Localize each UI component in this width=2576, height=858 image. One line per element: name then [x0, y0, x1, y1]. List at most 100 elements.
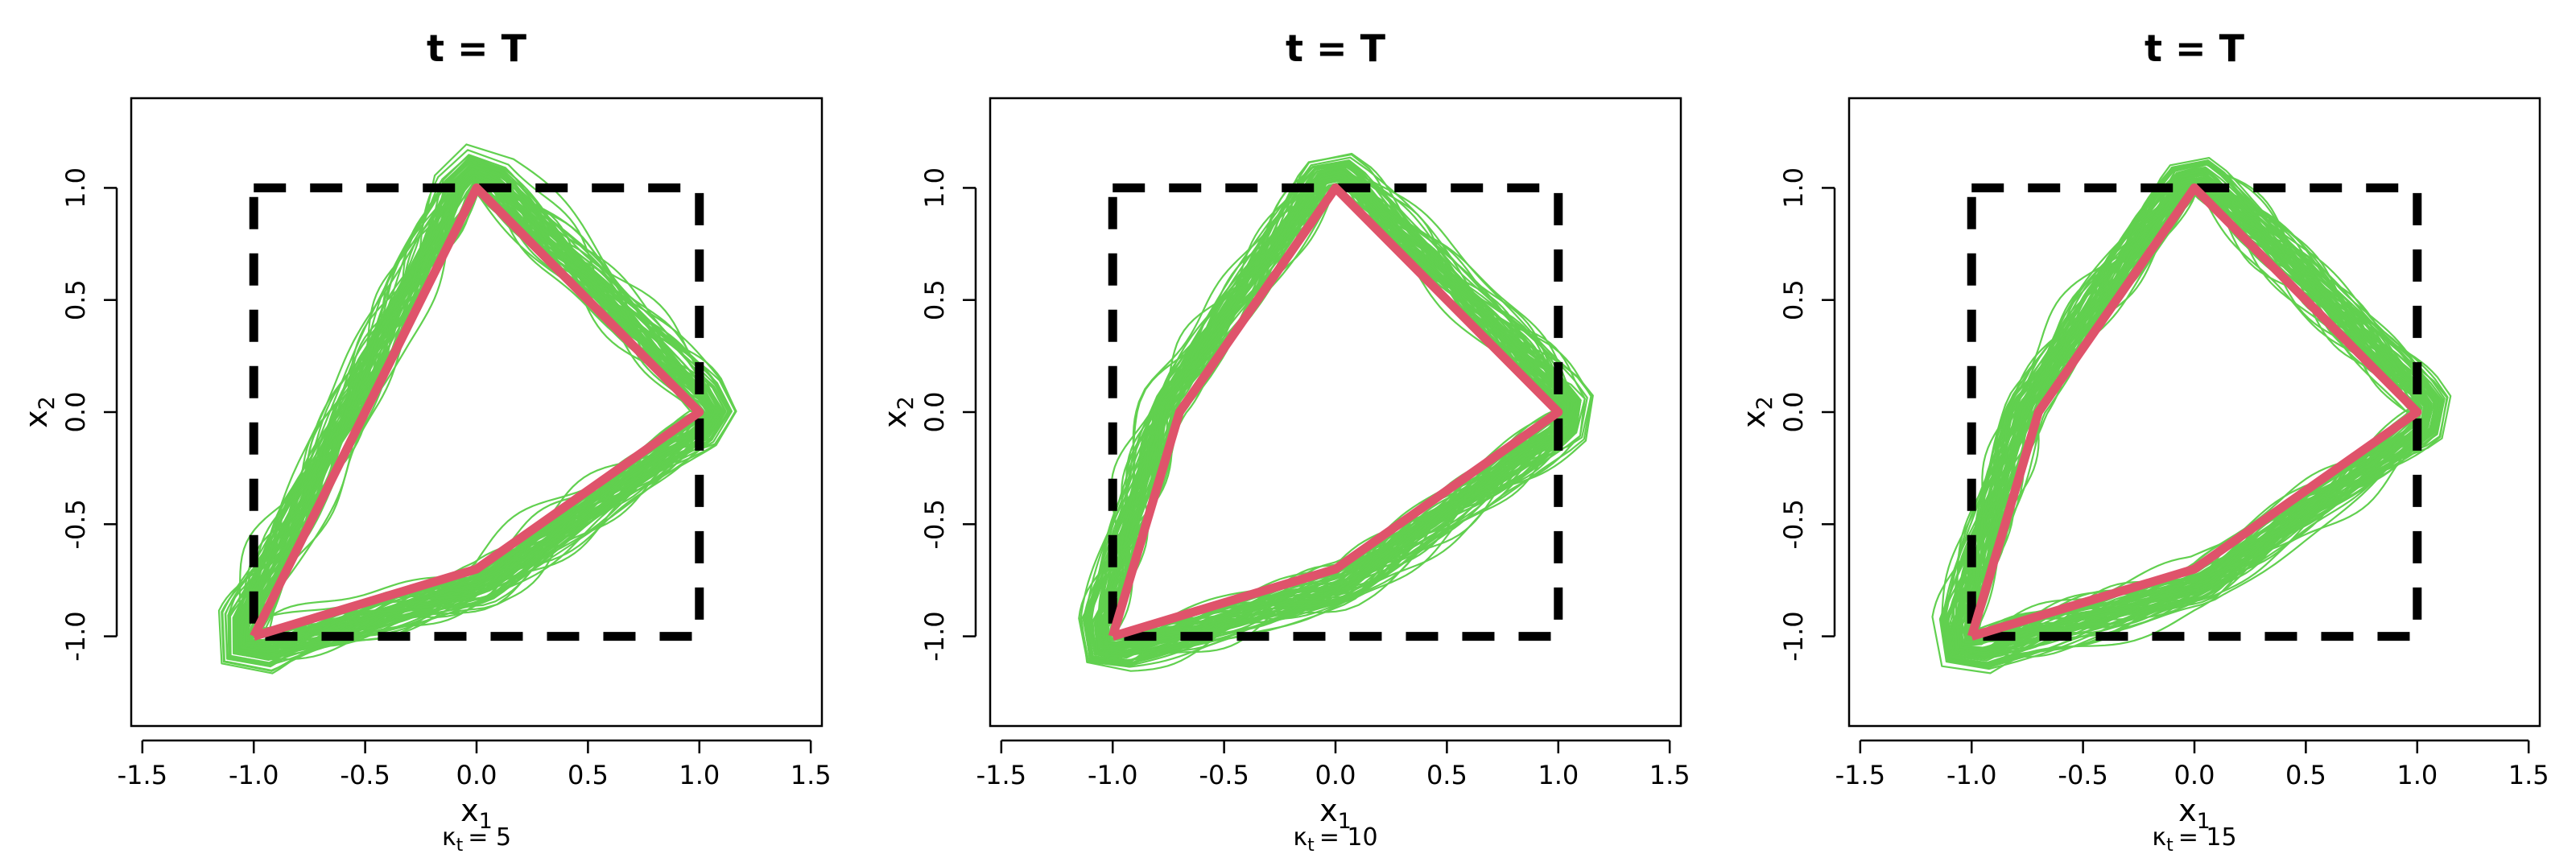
y-tick-label: 1.0 — [1778, 167, 1809, 208]
x-axis-label: x1 — [460, 793, 493, 834]
kappa-value: = 10 — [1319, 823, 1378, 852]
x-axis-label-main: x — [1319, 793, 1338, 828]
x-tick-label: -1.0 — [1946, 760, 1996, 790]
x-tick-label: 1.5 — [791, 760, 832, 790]
x-axis: -1.5 -1.0 -0.5 0.0 0.5 1.0 1.5 — [118, 739, 832, 790]
y-tick-label: -0.5 — [60, 499, 91, 549]
y-tick-label: -0.5 — [919, 499, 950, 549]
x-axis-label-sub: 1 — [2197, 809, 2211, 834]
envelope-curve — [234, 165, 709, 661]
plot-frame — [989, 97, 1682, 728]
y-tick-label: 0.0 — [60, 392, 91, 433]
envelope-curves — [217, 143, 737, 674]
plot-frame — [130, 97, 824, 728]
truth-polygon — [1967, 183, 2422, 641]
plot-frame — [1847, 97, 2541, 728]
envelope-curve — [1953, 161, 2442, 654]
truth-polygon-line — [1967, 183, 2422, 641]
x-tick-label: 0.0 — [2174, 760, 2215, 790]
y-axis: -1.0 -0.5 0.0 0.5 1.0 — [60, 167, 118, 662]
kappa-caption: κt = 15 — [2152, 823, 2236, 856]
x-tick-label: 1.5 — [2508, 760, 2549, 790]
kappa-caption: κt = 10 — [1293, 823, 1377, 856]
x-axis-label-sub: 1 — [1338, 809, 1352, 834]
y-axis-label-main: x — [19, 410, 54, 428]
y-tick-label: 1.0 — [919, 167, 950, 208]
envelope-curve — [1959, 191, 2429, 644]
y-tick-label: 0.5 — [919, 279, 950, 320]
y-axis-label: x2 — [877, 396, 919, 428]
y-axis-label-sub: 2 — [35, 396, 60, 410]
x-tick-label: 0.0 — [456, 760, 497, 790]
kappa-sub: t — [2166, 835, 2174, 856]
envelope-curve — [1080, 175, 1567, 667]
x-axis-label-sub: 1 — [479, 809, 493, 834]
square-boundary-line — [1108, 183, 1563, 641]
panel-kappa-10: -1.5 -1.0 -0.5 0.0 0.5 1.0 1.5 -1.0 -0.5 0.0 0.5 1… — [877, 27, 1690, 856]
y-tick-label: -0.5 — [1778, 499, 1809, 549]
truth-polygon — [250, 183, 704, 641]
envelope-curve — [1956, 177, 2431, 654]
envelope-curve — [1100, 152, 1579, 650]
x-axis-label-main: x — [2178, 793, 2197, 828]
dashed-square — [1108, 183, 1563, 641]
envelope-curves — [1931, 157, 2452, 674]
x-axis: -1.5 -1.0 -0.5 0.0 0.5 1.0 1.5 — [976, 739, 1690, 790]
kappa-symbol: κ — [1293, 823, 1307, 852]
envelope-curve — [238, 159, 716, 653]
truth-polygon-line — [250, 183, 704, 641]
y-axis: -1.0 -0.5 0.0 0.5 1.0 — [1778, 167, 1836, 662]
y-tick-label: 0.0 — [1778, 392, 1809, 433]
x-axis-label: x1 — [2178, 793, 2211, 834]
x-tick-label: -1.5 — [1835, 760, 1885, 790]
kappa-symbol: κ — [2152, 823, 2166, 852]
y-tick-label: 0.5 — [60, 279, 91, 320]
x-tick-label: 1.5 — [1649, 760, 1690, 790]
kappa-caption: κt = 5 — [442, 823, 511, 856]
kappa-sub: t — [456, 835, 464, 856]
y-axis-label: x2 — [1736, 396, 1777, 428]
y-axis-label-main: x — [877, 410, 913, 428]
x-tick-label: -0.5 — [340, 760, 390, 790]
panel-kappa-15: -1.5 -1.0 -0.5 0.0 0.5 1.0 1.5 -1.0 -0.5 0.0 0.5 1… — [1736, 27, 2549, 856]
dashed-square — [1967, 183, 2422, 641]
y-axis-label: x2 — [19, 396, 60, 428]
y-tick-label: 0.0 — [919, 392, 950, 433]
x-tick-label: -1.5 — [118, 760, 167, 790]
x-tick-label: -1.5 — [976, 760, 1026, 790]
kappa-symbol: κ — [442, 823, 456, 852]
x-tick-label: 1.0 — [1538, 760, 1579, 790]
x-tick-label: 0.5 — [568, 760, 609, 790]
chart-title: t = T — [427, 27, 527, 70]
kappa-value: = 15 — [2178, 823, 2237, 852]
square-boundary-line — [1967, 183, 2422, 641]
x-tick-label: -1.0 — [1088, 760, 1137, 790]
truth-polygon — [1108, 183, 1563, 641]
square-boundary-line — [249, 183, 704, 641]
envelope-curve — [235, 164, 723, 658]
envelope-curve — [1097, 164, 1578, 648]
x-tick-label: -0.5 — [1199, 760, 1249, 790]
envelope-curve — [1087, 174, 1562, 662]
envelope-curve — [1099, 165, 1576, 652]
y-axis-label-sub: 2 — [894, 396, 919, 410]
x-axis-label: x1 — [1319, 793, 1352, 834]
panel-kappa-5: -1.5 -1.0 -0.5 0.0 0.5 1.0 1.5 -1.0 -0.5 0.0 0.5 1… — [19, 27, 832, 856]
x-tick-label: 0.0 — [1315, 760, 1356, 790]
y-axis-label-main: x — [1736, 410, 1772, 428]
x-tick-label: 1.0 — [679, 760, 720, 790]
x-tick-label: 0.5 — [2285, 760, 2326, 790]
y-tick-label: 0.5 — [1778, 279, 1809, 320]
chart-title: t = T — [2145, 27, 2245, 70]
truth-polygon-line — [1108, 183, 1563, 641]
chart-title: t = T — [1286, 27, 1386, 70]
x-axis: -1.5 -1.0 -0.5 0.0 0.5 1.0 1.5 — [1835, 739, 2549, 790]
x-tick-label: 1.0 — [2396, 760, 2438, 790]
dashed-square — [249, 183, 704, 641]
envelope-curve — [245, 169, 720, 645]
x-tick-label: -0.5 — [2058, 760, 2107, 790]
y-tick-label: -1.0 — [1778, 611, 1809, 661]
y-axis-label-sub: 2 — [1752, 396, 1777, 410]
x-tick-label: 0.5 — [1426, 760, 1468, 790]
